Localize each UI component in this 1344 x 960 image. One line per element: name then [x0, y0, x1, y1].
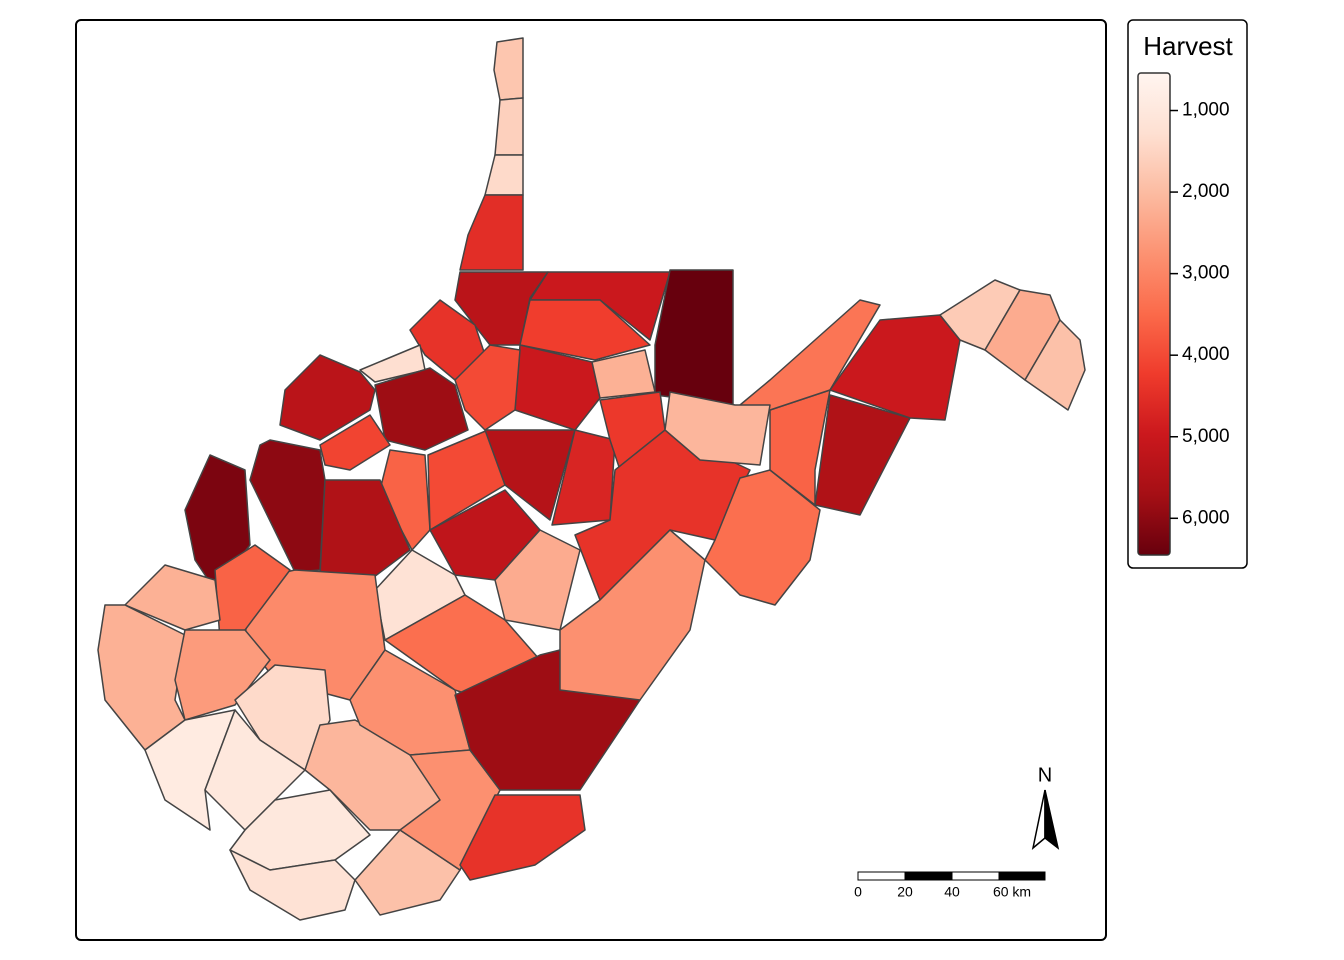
counties	[97, 37, 1086, 921]
county	[229, 849, 356, 921]
arrow-right	[1044, 789, 1060, 850]
scale-label: 40	[944, 884, 960, 900]
legend-tick-label: 5,000	[1182, 426, 1230, 447]
scale-seg	[904, 871, 953, 881]
county	[664, 391, 771, 466]
county	[374, 549, 466, 641]
scale-seg	[857, 871, 906, 881]
county	[493, 37, 524, 101]
legend-tick-label: 2,000	[1182, 181, 1230, 202]
county	[319, 479, 411, 581]
county	[319, 414, 391, 471]
scale-label: 0	[854, 884, 862, 900]
county	[519, 299, 651, 361]
county	[454, 344, 521, 431]
county	[494, 529, 581, 631]
county	[279, 354, 376, 441]
legend-title: Harvest	[1143, 31, 1233, 61]
legend-tick-label: 4,000	[1182, 344, 1230, 365]
county	[559, 529, 706, 701]
county	[984, 289, 1061, 381]
county	[739, 299, 881, 411]
scale-seg	[951, 871, 1000, 881]
county	[124, 564, 221, 631]
legend-ticks: 1,000 2,000 3,000 4,000 5,000 6,000	[1170, 100, 1230, 528]
county	[1024, 319, 1086, 411]
north-label: N	[1038, 764, 1052, 786]
legend-tick-label: 6,000	[1182, 507, 1230, 528]
county	[484, 429, 576, 521]
county	[459, 194, 524, 271]
legend-tick-label: 3,000	[1182, 263, 1230, 284]
county	[814, 394, 911, 516]
legend-gradient	[1137, 72, 1171, 556]
county	[174, 629, 271, 721]
county	[494, 97, 524, 156]
scale-bar: 0 20 40 60 km	[854, 871, 1046, 900]
county	[459, 794, 586, 881]
scale-label: 60 km	[993, 884, 1031, 900]
county	[214, 544, 291, 641]
county	[654, 269, 734, 406]
county	[184, 454, 251, 591]
north-arrow: N	[1031, 764, 1060, 850]
legend-tick-label: 1,000	[1182, 100, 1230, 121]
county	[529, 271, 671, 341]
county	[704, 469, 821, 606]
scale-seg	[998, 871, 1046, 881]
scale-label: 20	[897, 884, 913, 900]
county	[354, 829, 461, 916]
